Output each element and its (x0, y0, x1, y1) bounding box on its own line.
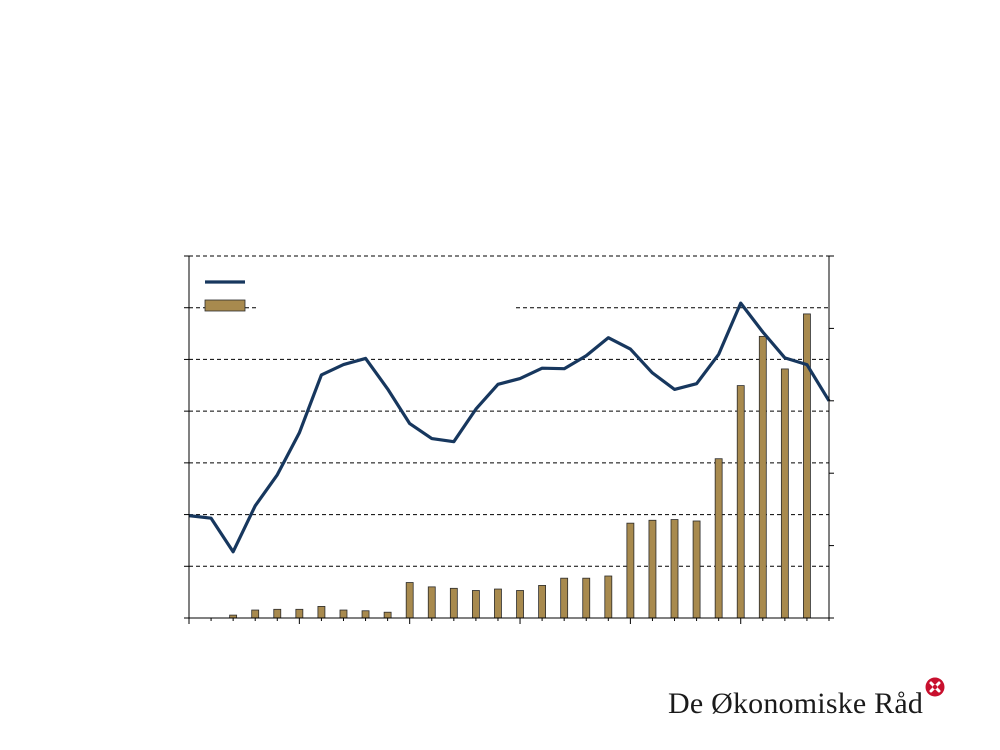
bar (251, 609, 260, 619)
bar (471, 590, 480, 619)
bar (780, 368, 789, 619)
brand-name: De Økonomiske Råd (668, 687, 924, 720)
gridlines (189, 255, 829, 567)
logo: De Økonomiske Råd (668, 677, 945, 724)
bar (516, 590, 524, 619)
bar (648, 519, 657, 619)
bar (692, 520, 701, 619)
bar (383, 611, 392, 619)
bar (538, 585, 547, 619)
bar (295, 608, 304, 619)
bar (361, 610, 370, 619)
line-path (188, 301, 831, 554)
brand-mark-icon (925, 677, 945, 697)
bar (714, 458, 723, 619)
bar (494, 588, 502, 619)
bar (604, 575, 613, 619)
bar (626, 522, 635, 619)
bar (449, 587, 458, 619)
bar (758, 335, 767, 619)
legend (204, 280, 246, 312)
bar (427, 586, 436, 619)
bar (339, 609, 348, 619)
bar (736, 385, 745, 619)
line-series (188, 301, 831, 554)
bar (803, 313, 811, 619)
axes (184, 255, 834, 624)
bar (670, 519, 679, 619)
bar (582, 577, 591, 619)
bar (405, 582, 414, 619)
bar (560, 577, 569, 619)
bar (273, 608, 282, 619)
bar (317, 606, 326, 619)
legend-bar-swatch (204, 299, 246, 312)
